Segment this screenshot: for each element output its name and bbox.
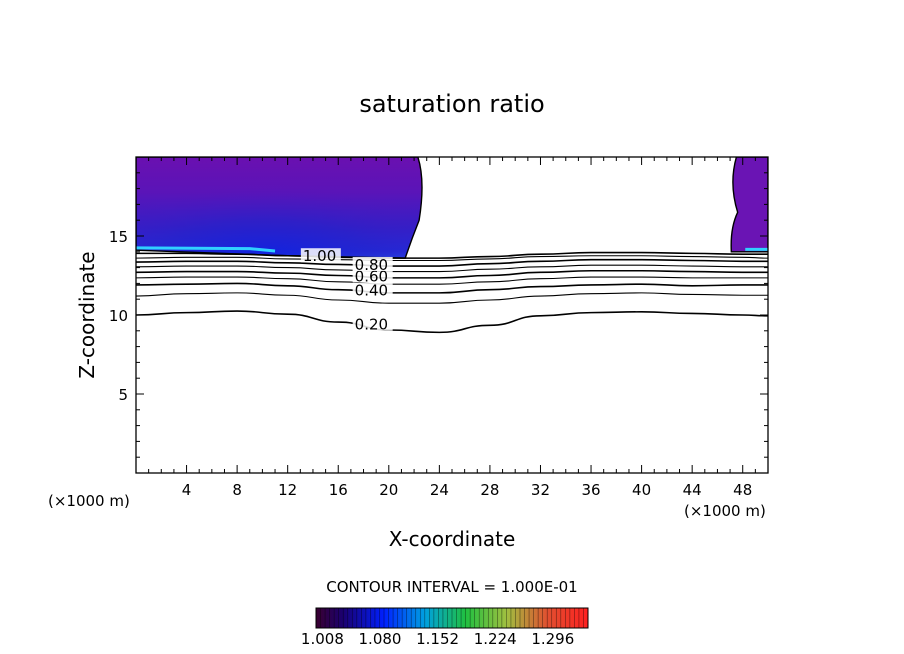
colorbar-label: 1.080 <box>359 630 402 648</box>
x-tick-label: 36 <box>581 481 600 499</box>
y-tick-label: 5 <box>118 386 128 404</box>
x-tick-label: 20 <box>379 481 398 499</box>
colorbar-ticks <box>315 608 589 628</box>
contour-label-0.20: 0.20 <box>355 316 388 334</box>
region-left-outline <box>136 157 423 259</box>
x-tick-label: 16 <box>329 481 348 499</box>
contour-interval-text: CONTOUR INTERVAL = 1.000E-01 <box>326 578 577 596</box>
x-tick-label: 28 <box>480 481 499 499</box>
contour-line-0.20 <box>136 310 768 334</box>
contour-label-0.80: 0.80 <box>355 256 388 274</box>
contour-line-0.40 <box>136 282 768 294</box>
contour-line-0.80 <box>136 258 768 267</box>
chart-title: saturation ratio <box>359 90 544 118</box>
contour-label-bg-0.40 <box>352 282 393 297</box>
contour-label-bg-0.60 <box>352 268 393 283</box>
contour-line-1.00 <box>136 251 768 259</box>
contour-line-0.90 <box>136 255 768 262</box>
x-tick-label: 4 <box>182 481 192 499</box>
contour-line-0.60 <box>136 269 768 279</box>
contour-labels: 0.20 0.400.600.80 1.00 <box>300 247 393 334</box>
region-right-outline <box>730 157 768 253</box>
region-left-edge-band <box>136 246 276 253</box>
contour-label-0.60: 0.60 <box>355 267 388 285</box>
contour-label-1.00: 1.00 <box>303 247 336 265</box>
contour-label-bg-0.80 <box>352 256 393 271</box>
region-right-fill <box>731 157 768 252</box>
contour-lines <box>136 251 768 334</box>
x-tick-label: 32 <box>531 481 550 499</box>
contour-line-0.50 <box>136 276 768 285</box>
x-tick-label: 8 <box>232 481 242 499</box>
colorbar-label: 1.296 <box>531 630 574 648</box>
colorbar-label: 1.008 <box>301 630 344 648</box>
contour-label-bg-0.20 <box>352 316 393 331</box>
x-tick-label: 48 <box>733 481 752 499</box>
x-tick-label: 40 <box>632 481 651 499</box>
contour-label-0.40: 0.40 <box>355 282 388 300</box>
colorbar-labels: 1.008 1.080 1.152 1.224 1.296 <box>301 630 574 648</box>
supersaturation-fills <box>136 157 768 259</box>
x-tick-label: 44 <box>683 481 702 499</box>
colorbar-label: 1.224 <box>474 630 517 648</box>
axis-ticks <box>136 157 768 473</box>
y-axis-label: Z-coordinate <box>75 251 99 378</box>
contour-line-0.70 <box>136 264 768 273</box>
contour-line-0.30 <box>136 292 768 304</box>
x-tick-label: 24 <box>430 481 449 499</box>
x-unit-right: (×1000 m) <box>684 502 766 520</box>
colorbar-label: 1.152 <box>416 630 459 648</box>
y-tick-label: 10 <box>109 307 128 325</box>
x-unit-left: (×1000 m) <box>48 492 130 510</box>
contour-label-bg-1.00 <box>300 248 341 263</box>
y-tick-label: 15 <box>109 228 128 246</box>
x-axis-label: X-coordinate <box>389 527 516 551</box>
x-tick-label: 12 <box>278 481 297 499</box>
region-left-core <box>136 157 423 259</box>
